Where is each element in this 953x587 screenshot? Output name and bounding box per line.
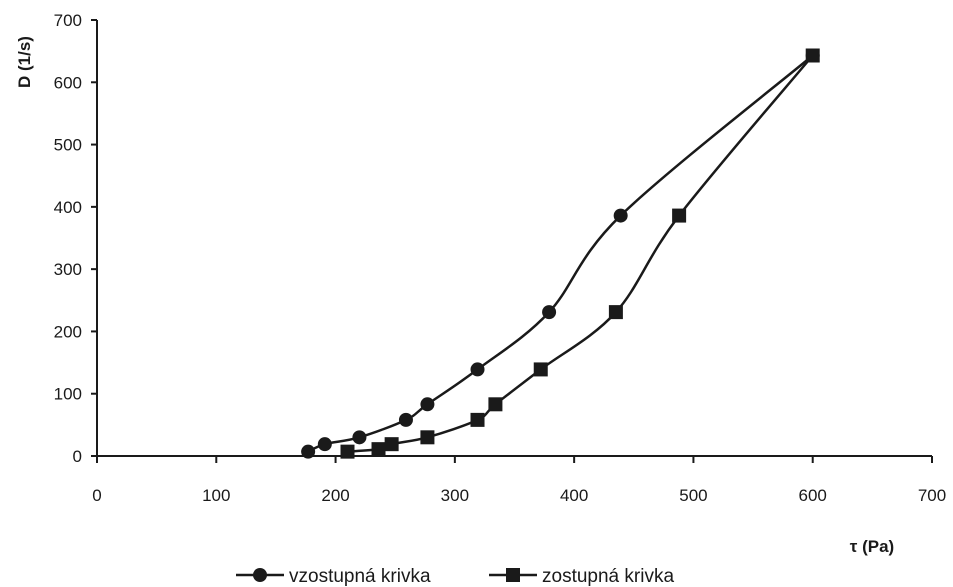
square-marker xyxy=(608,305,623,320)
x-tick-label: 0 xyxy=(92,486,101,505)
x-tick-label: 600 xyxy=(799,486,827,505)
square-marker xyxy=(672,208,687,223)
series-line xyxy=(347,54,814,453)
plot-area xyxy=(301,48,820,459)
y-tick-label: 100 xyxy=(54,385,82,404)
legend-circle-marker xyxy=(253,568,267,582)
circle-marker xyxy=(317,437,332,452)
x-tick-label: 700 xyxy=(918,486,946,505)
axes: 0 100 200 300 400 500 600 700 0 100 200 300 400 500 60… xyxy=(54,11,947,505)
legend-label: vzostupná krivka xyxy=(289,566,431,587)
circle-marker xyxy=(470,362,485,377)
y-axis-title: D (1/s) xyxy=(15,36,34,88)
square-marker xyxy=(420,430,435,445)
legend-item-1: vzostupná krivka xyxy=(236,566,431,587)
circle-marker xyxy=(420,397,435,412)
circle-marker xyxy=(352,430,367,445)
y-tick-label: 500 xyxy=(54,136,82,155)
square-marker xyxy=(470,412,485,427)
x-axis-title: τ (Pa) xyxy=(850,537,894,556)
square-marker xyxy=(533,362,548,377)
square-marker xyxy=(384,437,399,452)
legend: vzostupná krivka zostupná krivka xyxy=(236,566,674,587)
square-marker xyxy=(805,48,820,63)
legend-item-2: zostupná krivka xyxy=(489,566,674,587)
x-tick-label: 200 xyxy=(321,486,349,505)
circle-marker xyxy=(613,208,628,223)
square-marker xyxy=(371,442,386,457)
x-tick-label: 400 xyxy=(560,486,588,505)
y-tick-label: 0 xyxy=(73,447,82,466)
series-line xyxy=(307,54,814,453)
legend-square-marker xyxy=(506,568,520,582)
series-2 xyxy=(340,48,820,459)
y-tick-label: 700 xyxy=(54,11,82,30)
x-tick-label: 500 xyxy=(679,486,707,505)
y-tick-label: 200 xyxy=(54,322,82,341)
y-tick-label: 300 xyxy=(54,260,82,279)
y-tick-label: 600 xyxy=(54,73,82,92)
legend-label: zostupná krivka xyxy=(542,566,674,587)
y-tick-label: 400 xyxy=(54,198,82,217)
x-tick-label: 100 xyxy=(202,486,230,505)
series-1 xyxy=(301,48,820,459)
square-marker xyxy=(488,397,503,412)
circle-marker xyxy=(542,305,557,320)
x-tick-label: 300 xyxy=(441,486,469,505)
circle-marker xyxy=(398,412,413,427)
